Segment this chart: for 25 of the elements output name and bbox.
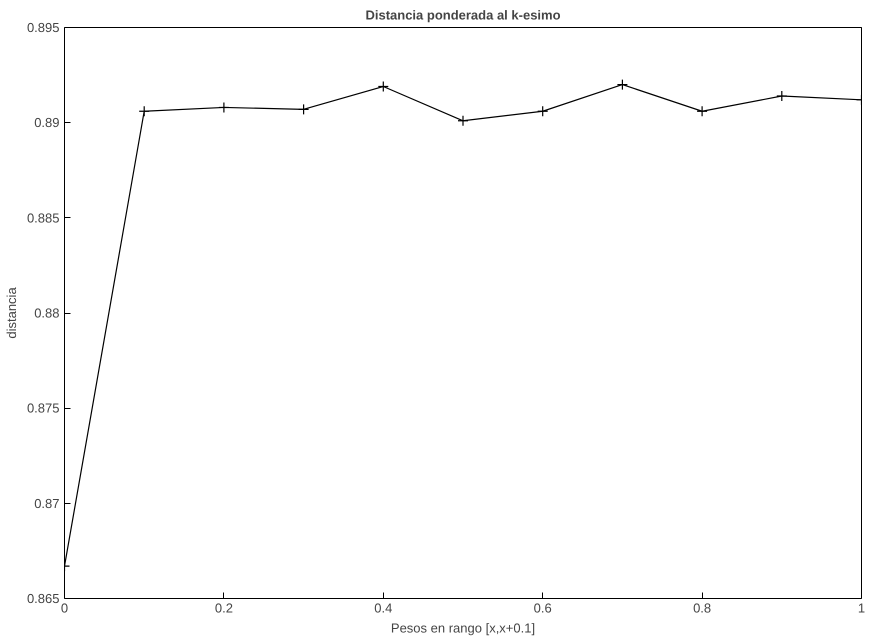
y-tick-label: 0.89: [34, 115, 60, 130]
point: [298, 104, 310, 115]
point: [218, 102, 230, 114]
chart-title: Distancia ponderada al k-esimo: [365, 8, 561, 22]
x-tick-label: 0.4: [374, 600, 392, 616]
x-axis-title: Pesos en rango [x,x+0.1]: [390, 620, 536, 636]
y-axis-title: distancia: [4, 286, 19, 339]
y-tick-label: 0.865: [26, 591, 60, 606]
y-tick-label: 0.885: [26, 210, 60, 226]
y-tick-label: 0.875: [26, 400, 60, 416]
point: [138, 106, 150, 117]
x-tick-label: 0.2: [214, 600, 233, 616]
point: [537, 106, 548, 117]
y-tick-label: 0.895: [26, 20, 60, 35]
y-tick-label: 0.87: [34, 496, 60, 511]
x-tick-label: 0: [60, 600, 68, 616]
point: [378, 80, 389, 92]
x-tick-label: 0.6: [534, 600, 552, 616]
point: [696, 106, 708, 117]
x-tick-label: 1: [858, 600, 866, 616]
point: [776, 90, 788, 102]
y-tick-label: 0.88: [34, 306, 60, 320]
point: [457, 115, 469, 126]
x-tick-label: 0.8: [693, 600, 712, 616]
point: [616, 79, 628, 90]
